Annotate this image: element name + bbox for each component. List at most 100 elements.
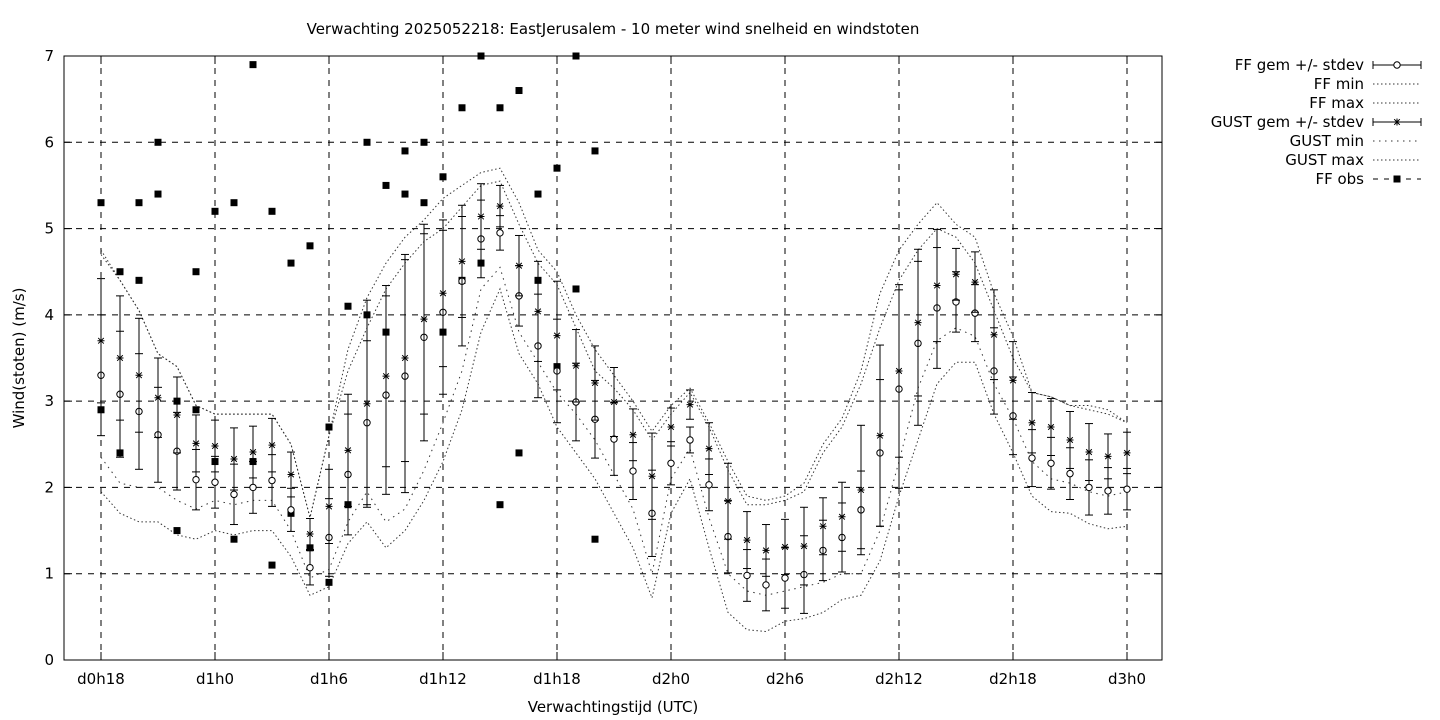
ff-mean-point (249, 483, 257, 492)
gust-mean-point (914, 319, 922, 327)
ff-obs-point (572, 285, 580, 293)
gust-mean-point (933, 282, 941, 290)
x-tick-label: d1h18 (533, 670, 581, 688)
ff-obs-point (192, 406, 200, 414)
gust-mean-point (439, 289, 447, 297)
ff-obs-point (249, 61, 257, 69)
gust-mean-point (1028, 419, 1036, 427)
gust-mean-point (97, 337, 105, 345)
y-tick-label: 4 (44, 306, 54, 324)
x-tick-label: d3h0 (1108, 670, 1146, 688)
ff-obs-point (382, 181, 390, 189)
legend-label: GUST min (1290, 132, 1364, 150)
legend-label: GUST gem +/- stdev (1211, 113, 1364, 131)
ff-obs-point (116, 268, 124, 276)
gust-mean-point (249, 448, 257, 456)
x-axis-ticks: d0h18 d1h0 d1h6 d1h12 d1h18 d2h0 d2h6 d2h12 d2h1… (77, 56, 1146, 688)
ff-obs-point (591, 535, 599, 543)
ff-obs-point (211, 207, 219, 215)
gust-mean-point (1047, 423, 1055, 431)
ff-mean-point (1123, 485, 1131, 493)
ff-obs-point (553, 164, 561, 172)
ff-obs-point (287, 259, 295, 267)
gust-mean-point (800, 542, 808, 550)
x-tick-label: d2h6 (766, 670, 804, 688)
gust-mean-point (382, 372, 390, 380)
gust-mean-point (1066, 436, 1074, 444)
x-tick-label: d1h6 (310, 670, 348, 688)
legend-label: FF max (1309, 94, 1364, 112)
grid-lines (64, 56, 1162, 660)
ff-mean-point (1085, 483, 1093, 492)
ff-obs-point (458, 104, 466, 112)
ff-obs-point (363, 138, 371, 146)
ff-obs-point (173, 527, 181, 535)
legend-swatch-marker (1393, 61, 1401, 69)
gust-mean-point (116, 354, 124, 362)
gust-mean-point (762, 546, 770, 554)
ff-mean-point (1047, 459, 1055, 467)
x-tick-label: d1h0 (196, 670, 234, 688)
gust-mean-point (895, 367, 903, 375)
gust-mean-point (724, 497, 732, 505)
x-tick-label: d2h18 (989, 670, 1037, 688)
gust-mean-point (420, 315, 428, 323)
x-tick-label: d2h12 (875, 670, 923, 688)
ff-mean-point (496, 229, 504, 237)
ff-mean-point (762, 581, 770, 589)
gust-mean-point (1104, 452, 1112, 460)
gust-mean-point (819, 522, 827, 530)
chart-title: Verwachting 2025052218: EastJerusalem - … (307, 20, 920, 38)
ff-obs-point (439, 173, 447, 181)
ff-obs-point (496, 501, 504, 509)
gust-mean-point (363, 400, 371, 408)
ff-mean-point (686, 436, 694, 444)
ff-obs-point (154, 138, 162, 146)
ff-mean-point (1066, 469, 1074, 478)
y-axis-label: Wind(stoten) (m/s) (10, 288, 28, 429)
gust-mean-point (496, 202, 504, 210)
gust-mean-point (629, 431, 637, 439)
gust-mean-point (534, 307, 542, 315)
legend-swatch-marker (1393, 118, 1401, 126)
ff-obs-point (306, 242, 314, 250)
ff-mean-point (192, 475, 200, 484)
plot-frame (63, 55, 1163, 661)
gust-mean-point (401, 354, 409, 362)
gust-mean-point (325, 502, 333, 510)
y-tick-label: 1 (44, 565, 54, 583)
gust-mean-point (344, 446, 352, 454)
legend-label: GUST max (1285, 151, 1364, 169)
ff-mean-point (230, 490, 238, 499)
ff-mean-point (1028, 454, 1036, 462)
gust-mean-point (971, 278, 979, 286)
ff-obs-point (401, 190, 409, 198)
gust-mean-point (1123, 449, 1131, 457)
gust-mean-point (230, 455, 238, 463)
y-axis-ticks: 0 1 2 3 4 5 6 7 (44, 47, 1162, 669)
x-tick-label: d2h0 (652, 670, 690, 688)
gust-mean-point (173, 411, 181, 419)
gust-mean-point (211, 442, 219, 450)
legend-label: FF min (1314, 75, 1364, 93)
ff-obs-point (515, 87, 523, 95)
ff-mean-point (287, 506, 295, 514)
x-tick-label: d1h12 (419, 670, 467, 688)
ff-obs-point (420, 138, 428, 146)
ff-obs-point (325, 578, 333, 586)
ff-mean-point (705, 481, 713, 489)
gust-mean-point (952, 270, 960, 278)
gust-mean-point (610, 398, 618, 406)
ff-mean-point (211, 478, 219, 486)
y-tick-label: 7 (44, 47, 54, 65)
ff-mean-point (1104, 487, 1112, 495)
x-axis-label: Verwachtingstijd (UTC) (528, 698, 699, 716)
y-tick-label: 3 (44, 392, 54, 410)
gust-mean-point (667, 423, 675, 431)
x-tick-label: d0h18 (77, 670, 125, 688)
gust-mean-point (857, 486, 865, 494)
gust-mean-point (192, 439, 200, 447)
gust-mean-point (591, 379, 599, 387)
